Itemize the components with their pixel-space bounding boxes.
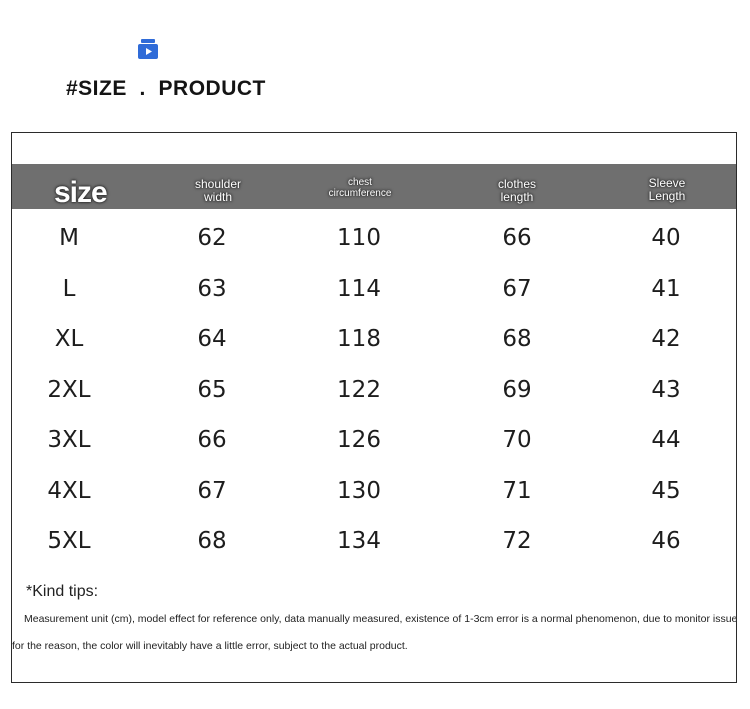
size-label-cell: 2XL [47,376,91,403]
measurement-cell: 64 [197,326,227,352]
size-label-cell: XL [54,326,84,352]
measurement-cell: 67 [197,477,227,504]
measurement-cell: 68 [502,326,532,352]
measurement-cell: 118 [337,326,381,352]
measurement-cell: 63 [197,275,227,302]
measurement-cell: 44 [651,427,681,453]
measurement-cell: 43 [651,376,681,403]
tips-line-2: for the reason, the color will inevitabl… [12,640,408,652]
header-shoulder-width: shoulder width [194,177,242,204]
measurement-cell: 69 [502,376,532,403]
measurement-cell: 134 [337,528,381,554]
page-heading: #SIZE . PRODUCT [66,77,266,100]
size-label-cell: 3XL [47,427,91,453]
measurement-cell: 122 [337,376,381,403]
store-icon [138,39,158,59]
measurement-cell: 72 [502,528,532,554]
measurement-cell: 40 [651,225,681,251]
size-label-cell: M [59,225,79,251]
tips-title: *Kind tips: [26,583,99,600]
header-size: size [54,176,108,209]
measurement-cell: 126 [337,427,381,453]
measurement-cell: 46 [651,528,681,554]
measurement-cell: 68 [197,528,227,554]
measurement-cell: 66 [197,427,227,453]
measurement-cell: 114 [337,275,381,302]
size-chart: size shoulder width chest circumference … [11,132,737,683]
measurement-cell: 41 [651,275,681,302]
measurement-cell: 130 [337,477,381,504]
size-label-cell: 5XL [47,528,91,554]
header-clothes-length: clothes length [497,177,537,204]
size-label-cell: 4XL [47,477,91,504]
header-chest-circumference: chest circumference [328,177,392,199]
measurement-cell: 70 [502,427,532,453]
measurement-cell: 45 [651,477,681,504]
size-label-cell: L [62,275,76,302]
measurement-cell: 71 [502,477,532,504]
measurement-cell: 65 [197,376,227,403]
measurement-cell: 62 [197,225,227,251]
tips-line-1: Measurement unit (cm), model effect for … [24,613,737,625]
header-sleeve-length: Sleeve Length [648,176,686,203]
measurement-cell: 66 [502,225,532,251]
header-band [12,164,736,209]
measurement-cell: 67 [502,275,532,302]
measurement-cell: 110 [337,225,381,251]
measurement-cell: 42 [651,326,681,352]
